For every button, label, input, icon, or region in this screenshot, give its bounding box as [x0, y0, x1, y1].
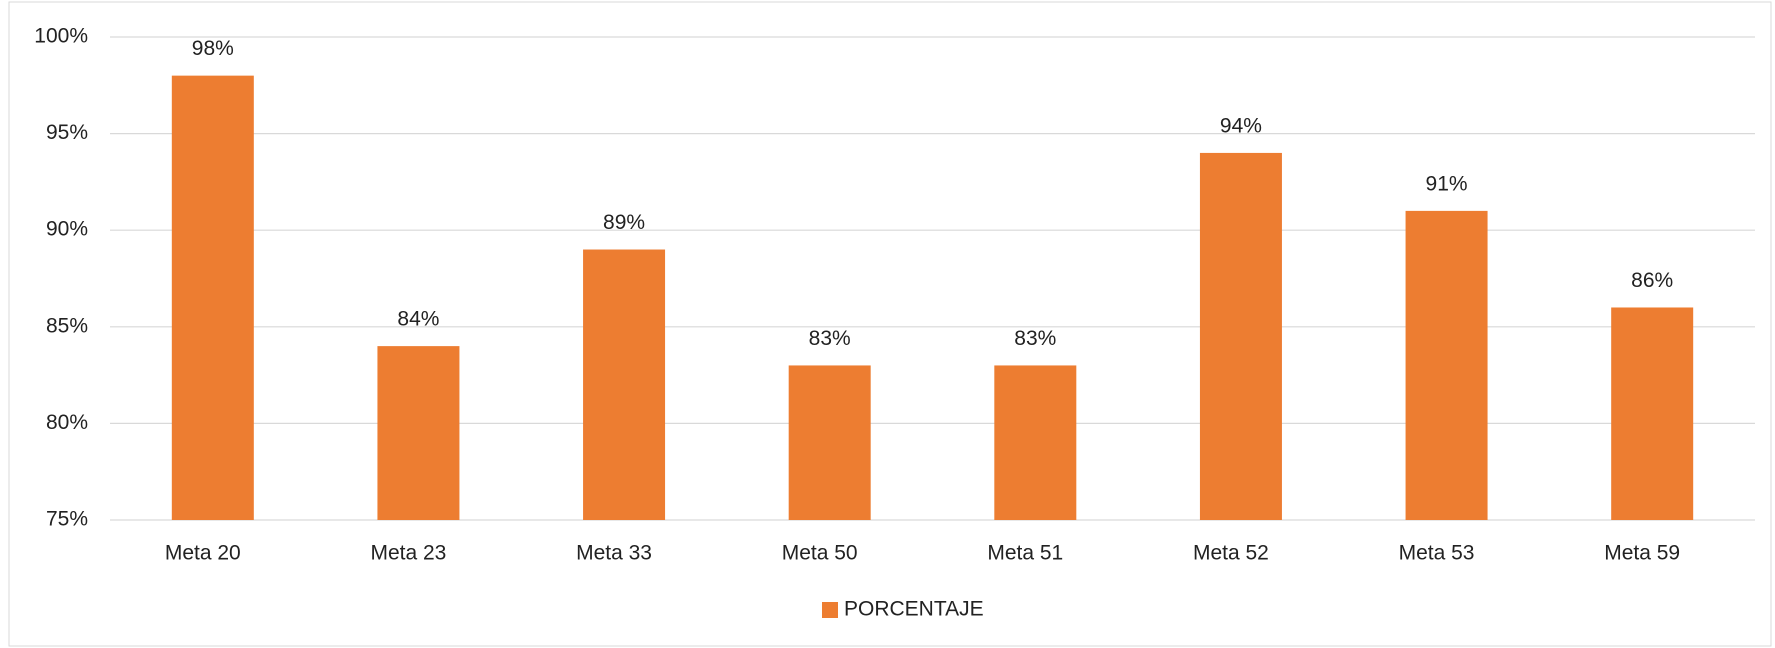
legend-swatch	[822, 602, 838, 618]
x-tick-label: Meta 50	[782, 542, 858, 565]
bar	[377, 346, 460, 520]
legend-label: PORCENTAJE	[844, 598, 984, 621]
data-label: 91%	[1426, 172, 1468, 195]
x-tick-label: Meta 20	[165, 542, 241, 565]
y-tick-label: 100%	[34, 25, 88, 48]
x-tick-label: Meta 53	[1399, 542, 1475, 565]
bar	[1405, 210, 1488, 520]
data-label: 83%	[809, 327, 851, 350]
x-tick-label: Meta 52	[1193, 542, 1269, 565]
y-tick-label: 85%	[46, 314, 88, 337]
y-tick-label: 90%	[46, 218, 88, 241]
data-label: 86%	[1631, 269, 1673, 292]
bar	[583, 249, 666, 520]
bar	[994, 365, 1077, 520]
bar	[1199, 152, 1282, 521]
chart-border	[8, 1, 1772, 647]
x-tick-label: Meta 59	[1604, 542, 1680, 565]
data-label: 98%	[192, 37, 234, 60]
data-label: 94%	[1220, 114, 1262, 137]
bar	[1611, 307, 1694, 520]
bar	[171, 75, 254, 520]
y-tick-label: 95%	[46, 121, 88, 144]
bar	[788, 365, 871, 520]
data-label: 89%	[603, 211, 645, 234]
y-tick-label: 80%	[46, 411, 88, 434]
y-tick-label: 75%	[46, 508, 88, 531]
data-label: 84%	[397, 308, 439, 331]
x-tick-label: Meta 51	[987, 542, 1063, 565]
x-tick-label: Meta 33	[576, 542, 652, 565]
x-tick-label: Meta 23	[370, 542, 446, 565]
data-label: 83%	[1014, 327, 1056, 350]
